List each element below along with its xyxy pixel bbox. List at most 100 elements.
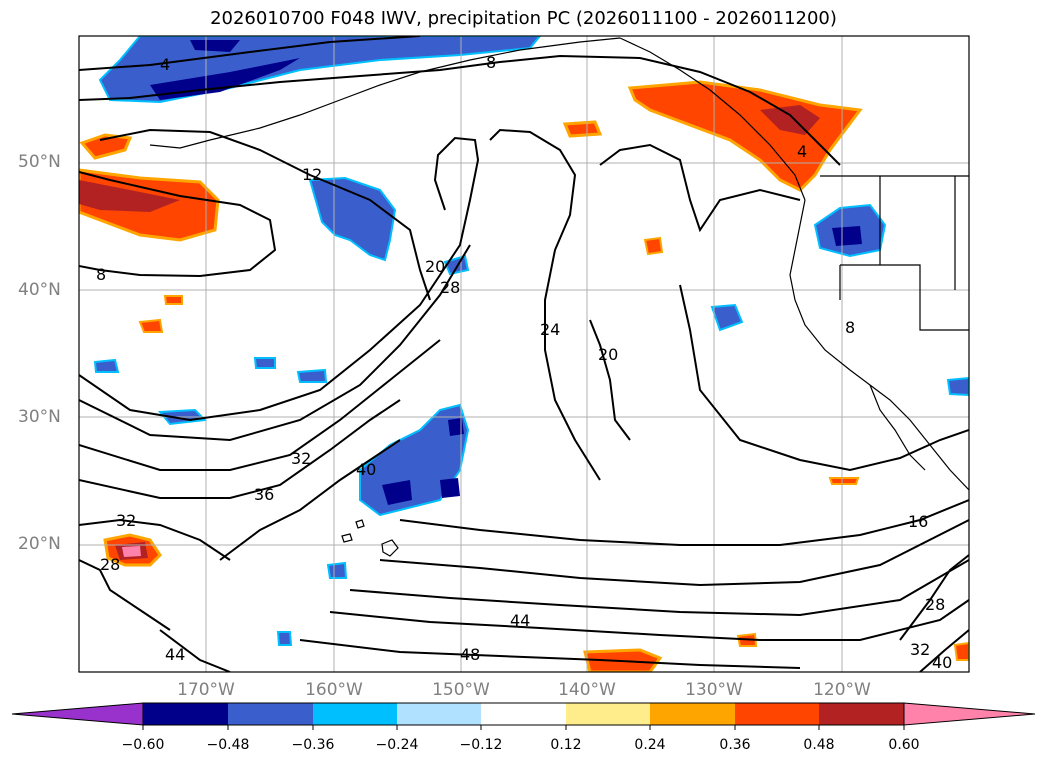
shade-region-negative-strong [382,480,412,505]
longitude-label: 160°W [305,680,363,700]
contour-8-north [79,54,841,166]
contour-label: 8 [96,265,106,284]
contour-label: 32 [291,449,311,468]
colorbar-segment [228,703,313,725]
contour-40-se [919,629,969,672]
colorbar-tick-label: 0.24 [634,737,666,753]
contour-label: 44 [165,645,185,664]
shade-region-positive [138,318,164,333]
contour-label: 8 [845,318,855,337]
colorbar-extend-min [11,702,144,726]
colorbar-segment [735,703,819,725]
colorbar [11,702,1036,730]
longitude-label: 170°W [177,680,235,700]
shade-region-negative-strong [832,226,862,246]
shade-region-positive [79,133,133,160]
contour-label: 12 [302,165,322,184]
shade-region-positive [953,641,969,661]
contour-24 [489,128,601,481]
contour-12 [99,128,431,301]
latitude-label: 30°N [18,407,61,427]
shade-region-positive [163,295,183,305]
island-kauai [341,533,353,543]
contour-label: 28 [925,595,945,614]
colorbar-tick-label: 0.60 [888,737,920,753]
coastline-alaska-peninsula [149,139,211,149]
colorbar-tick-label: −0.60 [121,737,165,753]
shade-region-positive [643,236,664,256]
shade-region-positive [828,477,860,485]
plot-frame [78,35,970,673]
colorbar-frame [142,702,905,726]
shade-region-negative-strong [440,478,460,498]
colorbar-tick-label: −0.48 [206,737,250,753]
contour-24-band [379,519,969,587]
contour-label: 4 [160,55,170,74]
contour-label: 36 [254,485,274,504]
shade-region-negative [253,357,276,369]
shade-region-positive-strong [760,105,820,135]
coastline-gulf-of-alaska [619,37,806,201]
shade-region-negative-strong [150,58,300,100]
shade-region-negative [296,368,328,383]
contour-8-west [79,171,277,278]
coastline-alaska [209,37,621,141]
shade-region-positive-max [122,546,141,557]
contour-48 [299,639,801,669]
contour-20-c [589,319,631,441]
contour-label: 16 [908,512,928,531]
colorbar-segment [650,703,735,725]
coastline-baja [869,384,926,471]
contour-28 [79,244,471,442]
longitude-label: 150°W [432,680,490,700]
border-states [839,176,969,331]
colorbar-segment [397,703,481,725]
contour-16-band [399,499,969,546]
colorbar-tick-label: 0.36 [719,737,751,753]
map-title: 2026010700 F048 IWV, precipitation PC (2… [210,8,837,29]
coastlines [149,37,969,557]
contour-label: 32 [910,640,930,659]
contour-label: 48 [460,645,480,664]
longitude-label: 130°W [685,680,743,700]
colorbar-extend-max [903,702,1036,726]
colorbar-segment [313,703,397,725]
shade-region-negative-strong [190,40,240,52]
contour-36 [79,399,401,499]
colorbar-segment [143,703,228,725]
colorbar-tick-label: −0.24 [375,737,419,753]
island-oahu [355,519,365,529]
shade-region-negative [326,561,348,579]
contour-label: 40 [356,460,376,479]
contour-28-sw [79,559,171,631]
contour-label: 32 [116,511,136,530]
colorbar-tick-label: −0.12 [459,737,503,753]
longitude-label: 120°W [813,680,871,700]
contour-label: 40 [932,653,952,672]
latitude-label: 40°N [18,280,61,300]
shade-region-positive [562,120,603,138]
contour-label: 20 [598,345,618,364]
contour-label: 8 [486,53,496,72]
contour-32-sw [79,518,231,561]
longitude-label: 140°W [558,680,616,700]
iwv-contours [79,36,969,672]
contour-label: 4 [797,142,807,161]
contour-44-sw [159,629,231,672]
precip-shading [79,36,969,672]
contour-label: 28 [440,278,460,297]
contour-label: 44 [510,611,530,630]
contour-32 [79,339,441,471]
colorbar-tick-label: 0.12 [550,737,582,753]
contour-28-se [899,554,969,641]
shade-region-negative [308,176,397,262]
shade-region-negative [276,631,293,646]
contour-44 [329,599,969,641]
contour-label: 20 [425,257,445,276]
contour-label: 28 [100,555,120,574]
latitude-label: 20°N [18,534,61,554]
colorbar-segment [819,703,904,725]
island-hawaii [381,539,399,557]
contour-32-band [349,559,969,617]
